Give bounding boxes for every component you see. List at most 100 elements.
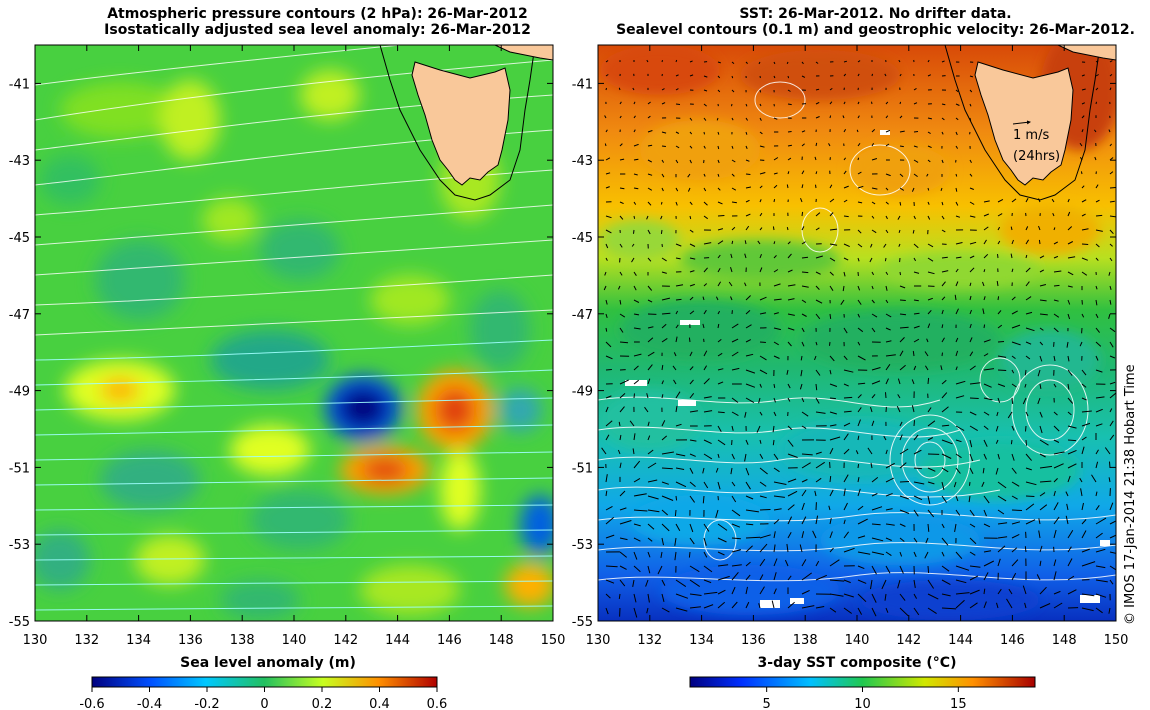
lon-tick-label: 148	[489, 633, 514, 648]
velocity-vector	[926, 338, 929, 343]
velocity-vector	[759, 543, 768, 553]
velocity-vector	[840, 299, 845, 305]
velocity-vector	[1039, 453, 1046, 458]
velocity-vector	[969, 241, 977, 245]
velocity-vector	[997, 324, 1003, 329]
velocity-vector	[1053, 255, 1059, 259]
velocity-vector	[1067, 299, 1071, 305]
velocity-vector	[843, 488, 846, 497]
velocity-vector	[787, 144, 793, 147]
velocity-vector	[717, 254, 721, 259]
velocity-vector	[829, 243, 838, 246]
velocity-vector	[899, 523, 906, 527]
velocity-vector	[997, 536, 1008, 539]
left-colorbar-label: Sea level anomaly (m)	[180, 655, 356, 671]
velocity-vector	[857, 229, 862, 234]
lat-tick-label: -51	[9, 461, 30, 476]
velocity-vector	[829, 341, 831, 346]
velocity-vector	[899, 495, 909, 500]
velocity-vector	[661, 435, 668, 441]
velocity-vector	[1095, 491, 1098, 497]
velocity-vector	[661, 481, 669, 485]
velocity-vector	[773, 588, 777, 595]
sealevel-contours	[598, 81, 1116, 582]
velocity-vector	[883, 435, 887, 441]
velocity-vector	[633, 537, 641, 542]
velocity-vector	[731, 351, 739, 357]
velocity-vector	[605, 395, 612, 399]
velocity-vector	[885, 477, 895, 483]
velocity-vector	[759, 467, 768, 475]
velocity-vector	[675, 453, 686, 457]
velocity-vector	[703, 365, 708, 371]
velocity-vector	[1065, 515, 1069, 525]
velocity-vector	[843, 593, 854, 598]
velocity-vector	[1095, 184, 1099, 189]
velocity-scale-sub: (24hrs)	[1013, 149, 1060, 164]
colorbar-tick-label: 15	[950, 697, 967, 710]
continental-shelf-outline-right	[944, 45, 1101, 201]
velocity-vector	[1025, 503, 1035, 511]
velocity-vector	[1067, 397, 1074, 404]
velocity-vector	[941, 453, 952, 459]
velocity-vector	[745, 199, 750, 203]
velocity-vector	[661, 451, 674, 455]
velocity-vector	[759, 369, 768, 375]
velocity-vector	[632, 448, 635, 455]
velocity-vector	[1039, 341, 1044, 346]
velocity-vector	[801, 271, 809, 274]
velocity-vector	[759, 439, 762, 444]
velocity-vector	[913, 551, 917, 558]
velocity-vector	[899, 337, 905, 343]
velocity-vector	[702, 495, 705, 504]
velocity-vector	[657, 565, 663, 575]
velocity-vector	[898, 229, 901, 233]
velocity-vector	[941, 159, 944, 164]
velocity-vector	[661, 102, 666, 105]
velocity-vector	[983, 339, 991, 343]
velocity-vector	[647, 479, 658, 483]
velocity-vector	[731, 509, 741, 517]
velocity-vector	[787, 383, 791, 389]
velocity-vector	[941, 337, 945, 343]
lon-tick-label: 134	[689, 633, 714, 648]
velocity-vector	[1024, 602, 1027, 609]
velocity-scale-arrow	[1012, 120, 1031, 125]
velocity-vector	[1095, 607, 1103, 614]
velocity-vector	[619, 462, 622, 469]
velocity-vector	[884, 257, 887, 262]
velocity-vector	[629, 420, 635, 427]
velocity-vector	[605, 505, 613, 511]
velocity-vector	[955, 425, 965, 431]
velocity-vector	[969, 365, 976, 371]
velocity-vector	[969, 89, 973, 93]
velocity-vector	[899, 115, 903, 119]
velocity-vector	[1011, 239, 1014, 245]
velocity-vector	[843, 199, 848, 203]
velocity-vector	[829, 607, 837, 613]
velocity-vector	[1067, 558, 1073, 567]
velocity-vector	[1095, 87, 1099, 91]
credit-text: © IMOS 17-Jan-2014 21:38 Hobart Time	[1123, 364, 1138, 625]
velocity-vector	[1095, 408, 1103, 413]
velocity-vector	[857, 488, 861, 497]
velocity-vector	[787, 269, 793, 273]
velocity-vector	[703, 537, 707, 546]
velocity-vector	[801, 75, 806, 78]
velocity-vector	[605, 74, 609, 77]
velocity-vector	[1039, 586, 1047, 595]
velocity-vector	[1095, 285, 1098, 290]
velocity-vector	[829, 115, 832, 119]
velocity-vector	[899, 313, 907, 316]
velocity-vector	[661, 467, 673, 470]
velocity-vector	[1081, 519, 1087, 525]
velocity-vector	[689, 215, 692, 220]
velocity-vector	[717, 523, 728, 531]
velocity-vector	[899, 421, 903, 427]
velocity-vector	[829, 579, 845, 582]
velocity-vector	[815, 299, 823, 304]
velocity-vector	[997, 588, 1002, 595]
velocity-vector	[644, 406, 649, 413]
velocity-vector	[605, 186, 610, 189]
